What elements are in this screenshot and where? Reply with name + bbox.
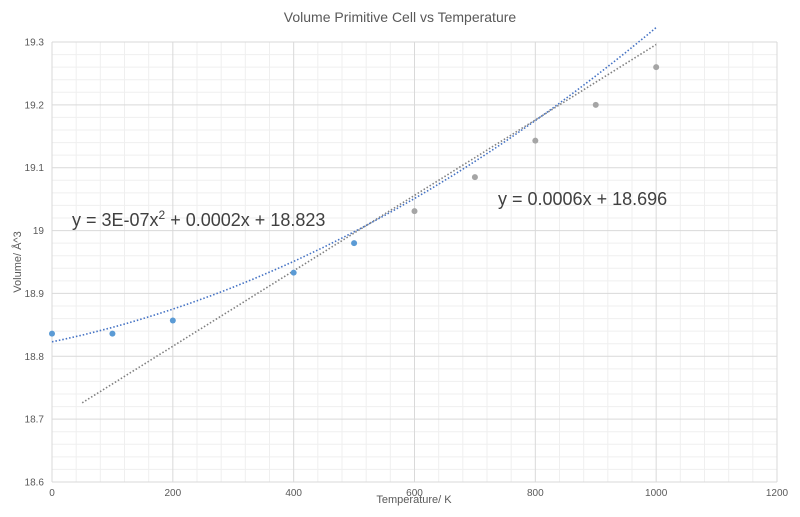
x-tick-label: 400: [285, 488, 302, 499]
trendlines: [51, 26, 657, 404]
y-tick-label: 18.8: [25, 352, 45, 363]
y-axis-label: Volume/ Å^3: [11, 231, 24, 292]
series-1-point: [169, 317, 176, 324]
series-1-point: [290, 269, 297, 276]
y-tick-label: 18.7: [25, 415, 45, 426]
x-tick-labels: 0 200 400 600 800 1000 1200: [49, 488, 788, 499]
series-1-point: [351, 240, 358, 247]
series-2-point: [471, 174, 478, 181]
linear-trendline-equation: y = 0.0006x + 18.696: [498, 189, 667, 209]
y-tick-label: 19.3: [25, 38, 45, 49]
series-1-point: [49, 330, 55, 337]
series-2-point: [592, 101, 599, 108]
x-tick-label: 600: [406, 488, 423, 499]
major-gridlines: [51, 41, 778, 483]
series-2-point: [532, 137, 539, 144]
y-tick-label: 19: [33, 226, 45, 237]
data-points: [49, 64, 660, 337]
polynomial-equation-exponent: 2: [159, 208, 166, 222]
x-tick-label: 200: [164, 488, 181, 499]
x-tick-label: 1000: [645, 488, 668, 499]
series-2-point: [653, 64, 660, 71]
series-1-point: [109, 330, 116, 337]
x-tick-label: 1200: [766, 488, 789, 499]
polynomial-trendline: [51, 26, 657, 343]
polynomial-equation-rest: + 0.0002x + 18.823: [165, 210, 325, 230]
y-tick-label: 19.2: [25, 100, 45, 111]
x-tick-label: 800: [527, 488, 544, 499]
y-tick-label: 18.6: [25, 478, 45, 489]
y-tick-label: 19.1: [25, 163, 45, 174]
y-tick-label: 18.9: [25, 289, 45, 300]
polynomial-equation-base: y = 3E-07x: [72, 210, 159, 230]
x-tick-label: 0: [49, 488, 55, 499]
polynomial-trendline-equation: y = 3E-07x2 + 0.0002x + 18.823: [72, 208, 325, 230]
y-tick-labels: 18.6 18.7 18.8 18.9 19 19.1 19.2 19.3: [25, 38, 45, 489]
series-2-point: [411, 208, 418, 215]
chart-title: Volume Primitive Cell vs Temperature: [284, 9, 517, 25]
x-axis-label: Temperature/ K: [376, 494, 452, 506]
linear-trendline: [81, 43, 657, 404]
